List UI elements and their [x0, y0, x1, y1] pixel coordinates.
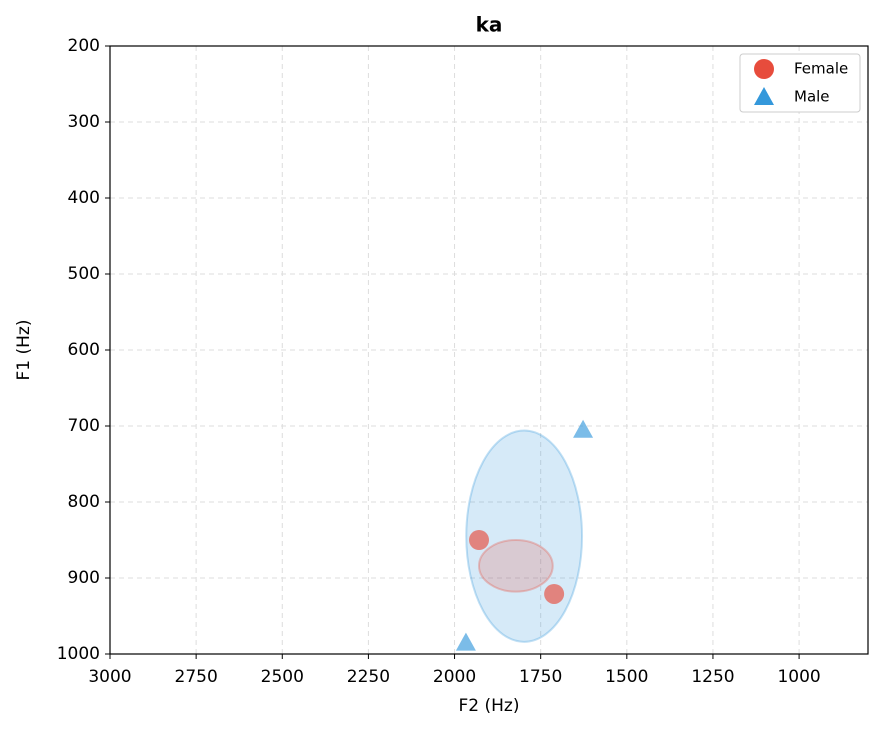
- y-tick-label: 400: [68, 188, 100, 208]
- legend-marker: [754, 59, 774, 79]
- y-tick-label: 600: [68, 340, 100, 360]
- x-tick-label: 2000: [433, 667, 476, 687]
- y-axis-label: F1 (Hz): [14, 320, 34, 381]
- x-tick-label: 2750: [175, 667, 218, 687]
- plot-area: [455, 419, 594, 651]
- x-tick-label: 1000: [777, 667, 820, 687]
- x-axis-label: F2 (Hz): [459, 696, 520, 716]
- y-tick-label: 800: [68, 492, 100, 512]
- legend-marker: [754, 87, 774, 105]
- x-tick-label: 1500: [605, 667, 648, 687]
- point: [455, 632, 476, 651]
- x-tick-label: 1750: [519, 667, 562, 687]
- y-tick-label: 900: [68, 568, 100, 588]
- point: [544, 583, 565, 604]
- confidence-ellipse: [478, 539, 554, 593]
- point: [469, 530, 490, 550]
- legend-label: Male: [794, 88, 830, 106]
- x-tick-label: 3000: [88, 667, 131, 687]
- y-tick-label: 500: [68, 264, 100, 284]
- legend-label: Female: [794, 60, 848, 78]
- chart-title: ka: [476, 13, 503, 37]
- point: [573, 419, 594, 438]
- y-tick-label: 300: [68, 112, 100, 132]
- y-tick-label: 1000: [57, 644, 100, 664]
- y-tick-label: 200: [68, 36, 100, 56]
- x-tick-label: 2500: [261, 667, 304, 687]
- x-tick-label: 2250: [347, 667, 390, 687]
- x-tick-label: 1250: [691, 667, 734, 687]
- y-tick-label: 700: [68, 416, 100, 436]
- plot-frame: [109, 45, 869, 655]
